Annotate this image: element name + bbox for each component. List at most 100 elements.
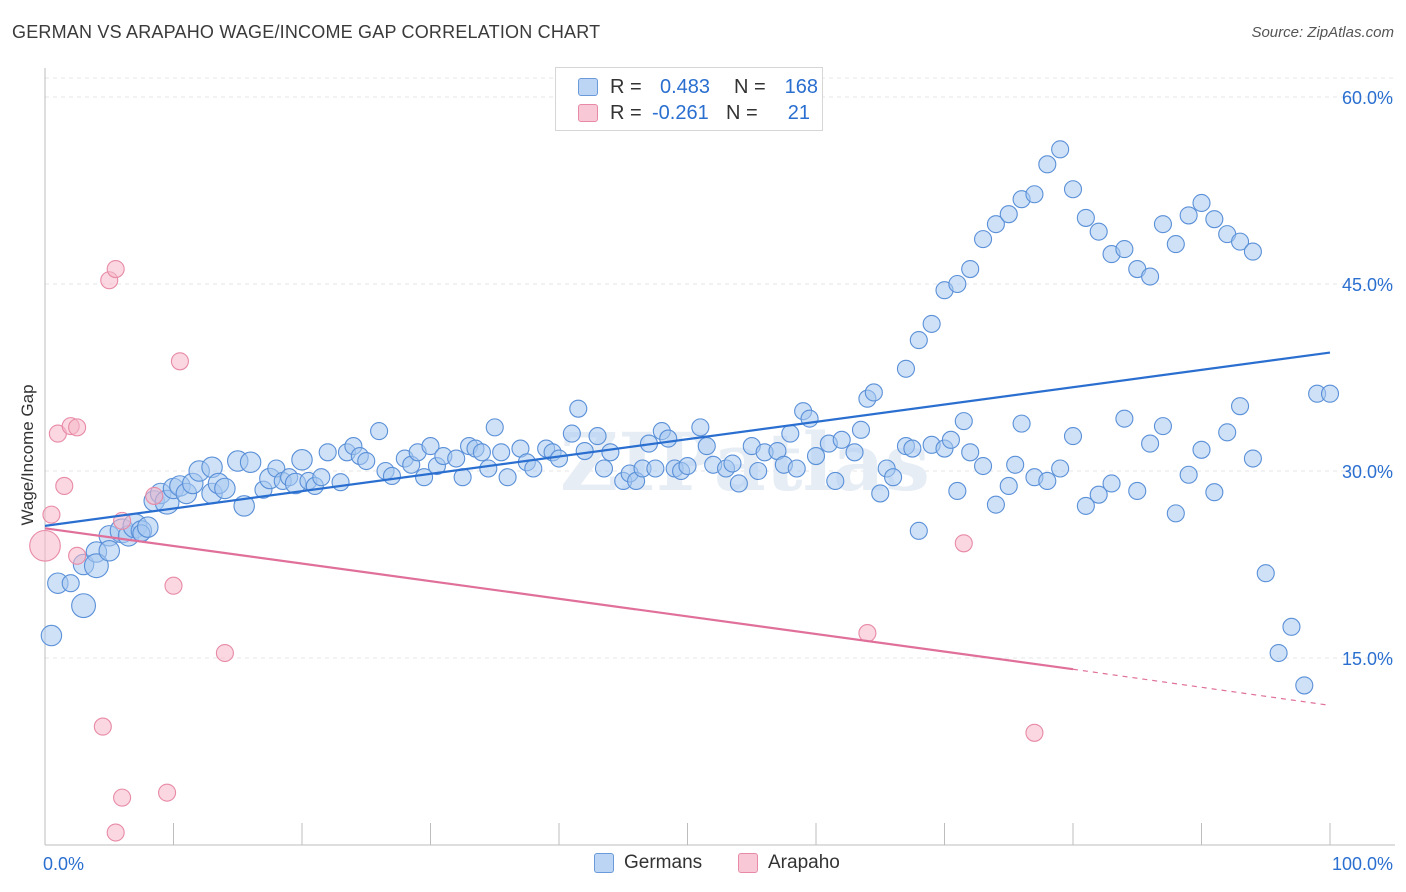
germans-point [1179,465,1198,484]
germans-point [1231,397,1250,416]
tick-labels: 15.0% 30.0% 45.0% 60.0% 0.0% 100.0% [43,88,1393,874]
legend-label-germans: Germans [624,852,703,873]
arapaho-point [145,486,164,505]
germans-point [871,484,890,503]
germans-point [447,449,466,468]
germans-point [1038,471,1057,491]
germans-point [549,449,569,468]
germans-point [781,424,800,443]
grid-lines [45,77,1395,659]
germans-point [973,456,993,476]
arapaho-trend-line [44,527,1074,671]
germans-point [1128,481,1147,500]
germans-point [1141,267,1160,286]
germans-point [214,477,236,500]
arapaho-trend-extension [1072,668,1331,706]
germans-point [896,359,916,378]
germans-point [845,443,864,462]
germans-point [1205,483,1224,502]
germans-point [415,468,434,487]
germans-point [1051,459,1070,478]
germans-point [961,443,980,462]
germans-point [233,495,255,517]
germans-point [83,553,109,579]
germans-point [1243,242,1262,261]
legend-item-arapaho[interactable]: Arapaho [738,852,840,874]
germans-point [1192,440,1211,459]
germans-point [678,456,697,476]
germans-point [826,471,845,491]
chart-title: GERMAN VS ARAPAHO WAGE/INCOME GAP CORREL… [12,22,601,42]
germans-point [312,468,331,487]
x-tick-label: 0.0% [43,854,84,874]
germans-point [485,418,504,437]
germans-point [954,412,973,431]
germans-point [697,437,716,456]
n-value: 168 [784,75,818,98]
germans-point [941,430,960,449]
germans-point [1089,222,1108,241]
germans-point [832,430,851,449]
arapaho-point [113,788,132,807]
legend-item-germans[interactable]: Germans [594,852,702,874]
germans-point [1320,384,1340,403]
germans-point [973,230,993,249]
r-value: 0.483 [660,75,711,98]
arapaho-point [106,823,125,842]
germans-point [922,314,941,333]
germans-point [1179,206,1198,225]
germans-swatch [578,78,598,96]
germans-point [1153,215,1172,234]
germans-point [787,459,806,478]
germans-point [1051,140,1070,159]
arapaho-point [170,352,189,371]
germans-point [40,624,63,647]
germans-swatch [594,853,614,873]
trend-lines [44,351,1331,706]
germans-point [999,205,1018,224]
legend-row-arapaho: R = -0.261 N = 21 [578,101,810,125]
germans-point [986,495,1005,514]
germans-point [524,459,543,478]
germans-point [729,474,748,493]
germans-point [291,449,313,471]
axes [44,68,1395,846]
germans-point [1006,455,1025,474]
y-tick-label: 30.0% [1342,462,1393,482]
y-tick-label: 15.0% [1342,649,1393,669]
germans-point [999,476,1018,496]
germans-point [479,459,498,478]
germans-point [137,516,159,538]
germans-point [1295,676,1314,695]
correlation-legend: R = 0.483 N = 168 R = -0.261 N = 21 [555,67,823,131]
germans-point [1282,617,1301,636]
arapaho-point [858,624,877,643]
source-credit: Source: ZipAtlas.com [1251,24,1394,41]
germans-trend-line [44,351,1331,527]
germans-point [588,427,607,446]
germans-point [806,446,826,466]
r-label: R = [610,75,642,98]
y-axis-label: Wage/Income Gap [18,384,37,526]
germans-point [594,459,614,478]
series-legend: Germans Arapaho [0,852,1406,878]
r-value: -0.261 [652,101,709,124]
germans-point [1243,449,1262,468]
germans-point [1166,504,1185,523]
germans-point [61,574,80,593]
germans-point [1166,235,1185,254]
germans-point [884,468,903,487]
germans-point [382,466,402,486]
r-label: R = [610,101,642,124]
germans-point [1102,474,1121,493]
arapaho-point [106,259,125,279]
arapaho-point [215,643,234,663]
germans-point [1076,208,1095,227]
germans-point [1141,434,1160,453]
germans-point [986,215,1005,234]
germans-point [331,473,350,492]
germans-point [1063,427,1083,446]
germans-point [492,443,511,462]
germans-point [318,443,337,462]
